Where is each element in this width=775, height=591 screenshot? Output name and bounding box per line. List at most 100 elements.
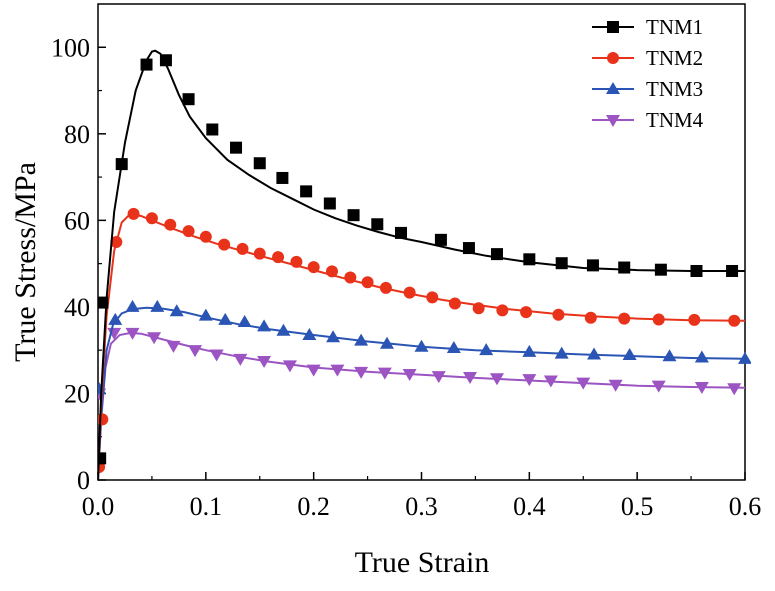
data-point-tnm4 <box>306 364 321 377</box>
data-point-tnm1 <box>395 226 408 239</box>
y-tick-label: 100 <box>51 33 90 62</box>
data-point-tnm1 <box>98 296 109 309</box>
x-tick-label: 0.3 <box>405 492 438 521</box>
data-point-tnm2 <box>199 230 212 243</box>
data-point-tnm1 <box>690 264 703 277</box>
data-point-tnm3 <box>414 339 429 352</box>
data-point-tnm2 <box>403 286 416 299</box>
data-point-tnm2 <box>344 271 357 284</box>
data-point-tnm3 <box>587 347 602 360</box>
data-point-tnm2 <box>618 312 631 325</box>
data-point-tnm3 <box>198 308 213 321</box>
data-point-tnm3 <box>302 328 317 341</box>
data-point-tnm2 <box>98 413 109 426</box>
data-point-tnm4 <box>282 360 297 373</box>
data-point-tnm2 <box>325 265 338 278</box>
y-tick-label: 20 <box>64 379 90 408</box>
legend-label-tnm3: TNM3 <box>646 77 703 101</box>
data-point-tnm4 <box>188 345 203 358</box>
y-tick-label: 0 <box>77 466 90 495</box>
series-line-tnm1 <box>98 49 745 480</box>
data-point-tnm3 <box>354 333 369 346</box>
x-tick-label: 0.0 <box>82 492 115 521</box>
data-point-tnm1 <box>230 141 243 154</box>
x-tick-label: 0.4 <box>513 492 546 521</box>
data-point-tnm3 <box>276 323 291 336</box>
data-point-tnm2 <box>379 281 392 294</box>
data-point-tnm2 <box>182 225 195 238</box>
legend-marker-tnm4 <box>606 115 620 127</box>
data-point-tnm4 <box>463 372 478 385</box>
data-point-tnm4 <box>694 381 709 394</box>
data-point-tnm1 <box>159 54 172 67</box>
y-tick-label: 40 <box>64 293 90 322</box>
x-axis-title: True Strain <box>355 546 490 579</box>
data-point-tnm1 <box>555 257 568 270</box>
data-point-tnm1 <box>253 157 266 170</box>
data-point-tnm2 <box>496 304 509 317</box>
data-point-tnm1 <box>462 242 475 255</box>
data-point-tnm2 <box>652 313 665 326</box>
legend-label-tnm2: TNM2 <box>646 46 703 70</box>
x-tick-label: 0.5 <box>621 492 654 521</box>
x-tick-label: 0.2 <box>297 492 330 521</box>
data-point-tnm2 <box>520 306 533 319</box>
data-point-tnm3 <box>218 312 233 325</box>
data-point-tnm3 <box>150 299 165 312</box>
x-tick-label: 0.6 <box>729 492 762 521</box>
data-point-tnm2 <box>584 311 597 324</box>
data-point-tnm2 <box>236 242 249 255</box>
data-point-tnm3 <box>169 304 184 317</box>
data-point-tnm4 <box>125 327 140 340</box>
data-point-tnm4 <box>431 371 446 384</box>
data-point-tnm1 <box>654 263 667 276</box>
y-tick-label: 60 <box>64 206 90 235</box>
data-point-tnm3 <box>522 344 537 357</box>
data-point-tnm3 <box>738 351 751 364</box>
data-point-tnm1 <box>276 171 289 184</box>
data-point-tnm2 <box>127 207 140 220</box>
data-point-tnm2 <box>552 308 565 321</box>
data-point-tnm4 <box>543 375 558 388</box>
data-point-tnm4 <box>257 356 272 368</box>
data-point-tnm2 <box>253 247 266 260</box>
data-point-tnm2 <box>448 297 461 310</box>
data-point-tnm4 <box>727 383 742 396</box>
data-point-tnm1 <box>371 218 384 231</box>
data-point-tnm2 <box>426 291 439 304</box>
legend-marker-tnm2 <box>607 52 619 64</box>
data-point-tnm3 <box>554 346 569 359</box>
data-point-tnm2 <box>218 238 231 251</box>
data-point-tnm3 <box>237 315 252 328</box>
x-tick-label: 0.1 <box>190 492 223 521</box>
data-point-tnm3 <box>479 343 494 356</box>
data-point-tnm2 <box>110 236 123 248</box>
data-point-tnm3 <box>662 349 677 362</box>
data-point-tnm3 <box>125 299 140 312</box>
data-point-tnm1 <box>300 185 313 198</box>
data-point-tnm4 <box>147 332 162 345</box>
legend-marker-tnm3 <box>606 82 620 94</box>
data-point-tnm1 <box>434 233 447 246</box>
data-point-tnm1 <box>206 123 219 136</box>
data-point-tnm4 <box>608 379 623 392</box>
data-point-tnm1 <box>98 452 107 465</box>
data-point-tnm1 <box>347 209 360 222</box>
data-point-tnm4 <box>377 367 392 380</box>
data-point-tnm4 <box>233 353 248 366</box>
data-point-tnm2 <box>145 212 158 225</box>
data-point-tnm2 <box>272 251 285 264</box>
data-point-tnm4 <box>489 373 504 386</box>
data-point-tnm1 <box>140 58 153 71</box>
data-point-tnm2 <box>728 314 741 327</box>
plot-area <box>98 49 751 480</box>
data-point-tnm4 <box>522 374 537 387</box>
data-point-tnm1 <box>726 264 739 277</box>
data-point-tnm2 <box>164 218 177 231</box>
data-point-tnm1 <box>115 158 128 171</box>
data-point-tnm2 <box>290 255 303 268</box>
data-point-tnm4 <box>354 366 369 379</box>
data-point-tnm1 <box>490 248 503 261</box>
